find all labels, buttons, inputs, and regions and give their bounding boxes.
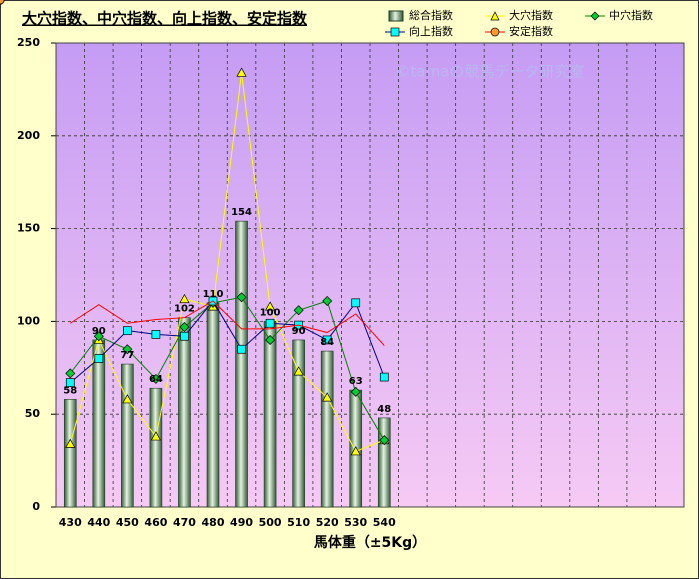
legend-marker (490, 27, 500, 37)
data-label: 64 (149, 374, 163, 385)
legend-label: 中穴指数 (609, 8, 653, 22)
data-label: 90 (292, 326, 306, 337)
x-axis-label: 馬体重（±5Kg） (314, 534, 426, 551)
legend-label: 安定指数 (509, 24, 553, 38)
marker (0, 0, 5, 5)
y-tick-label: 250 (17, 36, 40, 49)
x-tick-label: 430 (59, 516, 82, 529)
marker (65, 368, 76, 379)
y-tick-label: 100 (17, 314, 40, 327)
marker (350, 446, 361, 456)
legend-label: 総合指数 (409, 8, 453, 22)
series-line (69, 296, 385, 441)
marker (123, 326, 132, 336)
chart-title: 大穴指数、中穴指数、向上指数、安定指数 (22, 10, 308, 28)
marker (379, 372, 389, 382)
y-tick-label: 50 (25, 407, 41, 420)
bar (63, 399, 77, 508)
data-label: 154 (231, 207, 252, 218)
legend-label: 向上指数 (409, 24, 453, 38)
marker (122, 394, 133, 404)
bar (377, 417, 391, 508)
marker (93, 331, 104, 342)
bar (149, 387, 163, 508)
y-tick-label: 200 (17, 129, 40, 142)
series-line (70, 300, 385, 346)
legend-marker (490, 11, 500, 21)
legend-label: 大穴指数 (509, 8, 553, 22)
marker (293, 305, 304, 316)
series-line (69, 72, 385, 452)
legend-marker (590, 11, 600, 21)
marker (322, 335, 332, 345)
bar (92, 339, 106, 508)
data-label: 102 (174, 304, 195, 315)
data-label: 58 (63, 385, 77, 396)
marker (122, 344, 133, 355)
marker (179, 321, 190, 332)
bar (292, 339, 305, 508)
watermark: ©tamaの競馬データ研究室 (396, 63, 585, 81)
data-label: 63 (349, 376, 363, 387)
bar (235, 220, 248, 508)
legend-swatch (388, 10, 404, 22)
x-tick-label: 540 (373, 516, 396, 529)
marker (264, 301, 276, 311)
data-label: 110 (203, 289, 224, 300)
marker (150, 373, 161, 384)
plot-border (55, 42, 685, 508)
x-tick-label: 470 (173, 516, 196, 529)
marker (179, 293, 190, 304)
x-tick-label: 530 (344, 516, 367, 529)
marker (293, 366, 304, 376)
x-tick-label: 520 (316, 516, 339, 529)
marker (265, 318, 275, 328)
series-line (69, 300, 385, 384)
x-tick-label: 490 (230, 516, 253, 529)
marker (180, 331, 189, 341)
marker (237, 344, 246, 354)
bar (263, 321, 277, 508)
bar (178, 317, 191, 508)
y-tick-label: 150 (17, 222, 40, 235)
bar (121, 363, 134, 508)
x-tick-label: 510 (287, 516, 310, 529)
marker (379, 435, 390, 446)
marker (151, 330, 161, 339)
marker (65, 378, 75, 387)
legend-marker (390, 27, 400, 37)
data-label: 100 (260, 307, 281, 318)
x-tick-label: 500 (259, 516, 282, 529)
marker (265, 334, 276, 345)
bar (206, 302, 220, 508)
x-tick-label: 450 (116, 516, 139, 529)
bar (320, 350, 334, 508)
marker (350, 386, 361, 397)
marker (94, 354, 104, 363)
marker (322, 295, 333, 306)
data-label: 84 (320, 337, 334, 348)
marker (322, 392, 333, 402)
marker (65, 438, 76, 448)
data-label: 77 (120, 350, 134, 361)
marker (236, 67, 247, 77)
marker (351, 298, 361, 308)
data-label: 90 (92, 326, 106, 337)
x-tick-label: 440 (87, 516, 110, 529)
y-tick-label: 0 (32, 500, 40, 513)
x-tick-label: 460 (144, 516, 167, 529)
data-label: 48 (377, 404, 391, 415)
marker (150, 431, 162, 441)
x-tick-label: 480 (202, 516, 225, 529)
marker (236, 292, 247, 303)
